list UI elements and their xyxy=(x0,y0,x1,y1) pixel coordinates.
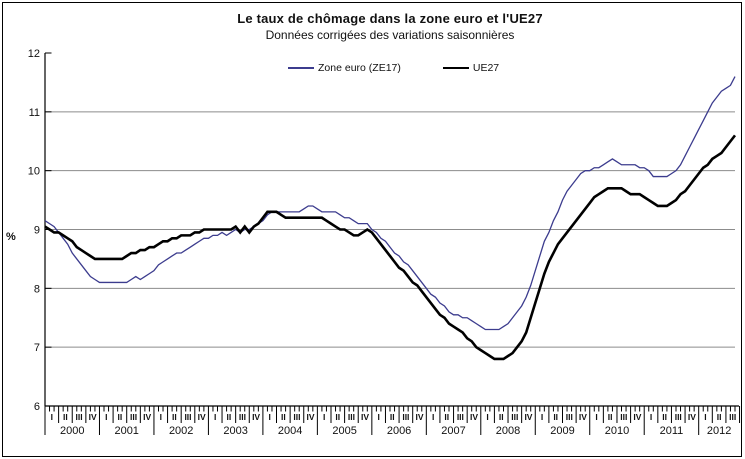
quarter-label: I xyxy=(105,412,107,422)
quarter-label: II xyxy=(444,412,449,422)
quarter-label: IV xyxy=(89,412,97,422)
y-tick-label: 8 xyxy=(34,283,40,295)
quarter-label: IV xyxy=(579,412,587,422)
y-tick-label: 6 xyxy=(34,401,40,413)
year-label: 2010 xyxy=(605,425,629,437)
legend: Zone euro (ZE17) UE27 xyxy=(288,62,499,74)
quarter-label: II xyxy=(662,412,667,422)
ue27-line-sample xyxy=(442,66,469,70)
chart-title: Le taux de chômage dans la zone euro et … xyxy=(237,11,543,26)
y-tick-label: 7 xyxy=(34,342,40,354)
legend-item-ue27: UE27 xyxy=(442,62,500,74)
year-label: 2004 xyxy=(278,425,302,437)
quarter-label: II xyxy=(390,412,395,422)
quarter-label: III xyxy=(457,412,464,422)
chart-subtitle: Données corrigées des variations saisonn… xyxy=(265,28,515,42)
quarter-label: III xyxy=(293,412,300,422)
quarter-label: II xyxy=(499,412,504,422)
quarter-label: II xyxy=(172,412,177,422)
year-label: 2002 xyxy=(169,425,193,437)
quarter-label: I xyxy=(541,412,543,422)
year-label: 2009 xyxy=(550,425,574,437)
quarter-label: II xyxy=(63,412,68,422)
year-label: 2003 xyxy=(223,425,247,437)
legend-item-zone-euro: Zone euro (ZE17) xyxy=(288,62,401,74)
quarter-label: II xyxy=(717,412,722,422)
quarter-label: II xyxy=(335,412,340,422)
zone-euro-line-sample xyxy=(288,67,314,69)
quarter-label: III xyxy=(184,412,191,422)
quarter-label: I xyxy=(486,412,488,422)
quarter-label: II xyxy=(553,412,558,422)
quarter-label: III xyxy=(75,412,82,422)
quarter-label: I xyxy=(650,412,652,422)
year-label: 2000 xyxy=(60,425,84,437)
y-tick-label: 10 xyxy=(28,166,40,178)
quarter-label: I xyxy=(160,412,162,422)
quarter-label: I xyxy=(323,412,325,422)
quarter-label: III xyxy=(130,412,137,422)
quarter-label: III xyxy=(675,412,682,422)
quarter-label: IV xyxy=(633,412,641,422)
quarter-label: IV xyxy=(470,412,478,422)
series-line-zone-euro xyxy=(44,76,736,331)
quarter-label: II xyxy=(608,412,613,422)
quarter-label: IV xyxy=(415,412,423,422)
series-line-ue27 xyxy=(44,134,737,361)
legend-label-ue27: UE27 xyxy=(472,62,500,74)
legend-label-zone-euro: Zone euro (ZE17) xyxy=(318,62,401,74)
quarter-label: IV xyxy=(307,412,315,422)
quarter-label: I xyxy=(51,412,53,422)
quarter-label: I xyxy=(595,412,597,422)
quarter-label: I xyxy=(704,412,706,422)
year-label: 2007 xyxy=(441,425,465,437)
quarter-label: I xyxy=(432,412,434,422)
quarter-label: III xyxy=(402,412,409,422)
quarter-label: I xyxy=(214,412,216,422)
y-axis-unit-label: % xyxy=(6,231,16,243)
quarter-label: III xyxy=(348,412,355,422)
year-label: 2001 xyxy=(114,425,138,437)
quarter-label: IV xyxy=(252,412,260,422)
year-label: 2008 xyxy=(496,425,520,437)
quarter-label: III xyxy=(566,412,573,422)
quarter-label: II xyxy=(226,412,231,422)
year-label: 2011 xyxy=(660,425,684,437)
quarter-label: III xyxy=(620,412,627,422)
quarter-label: I xyxy=(377,412,379,422)
quarter-label: II xyxy=(118,412,123,422)
quarter-label: IV xyxy=(198,412,206,422)
year-label: 2012 xyxy=(707,425,731,437)
quarter-label: III xyxy=(239,412,246,422)
quarter-label: I xyxy=(269,412,271,422)
year-label: 2005 xyxy=(332,425,356,437)
y-tick-label: 9 xyxy=(34,225,40,237)
quarter-label: III xyxy=(729,412,736,422)
quarter-label: IV xyxy=(143,412,151,422)
quarter-label: IV xyxy=(524,412,532,422)
year-label: 2006 xyxy=(387,425,411,437)
quarter-label: III xyxy=(511,412,518,422)
quarter-label: IV xyxy=(688,412,696,422)
quarter-label: II xyxy=(281,412,286,422)
quarter-label: IV xyxy=(361,412,369,422)
y-tick-label: 12 xyxy=(28,48,40,60)
y-tick-label: 11 xyxy=(29,107,40,119)
